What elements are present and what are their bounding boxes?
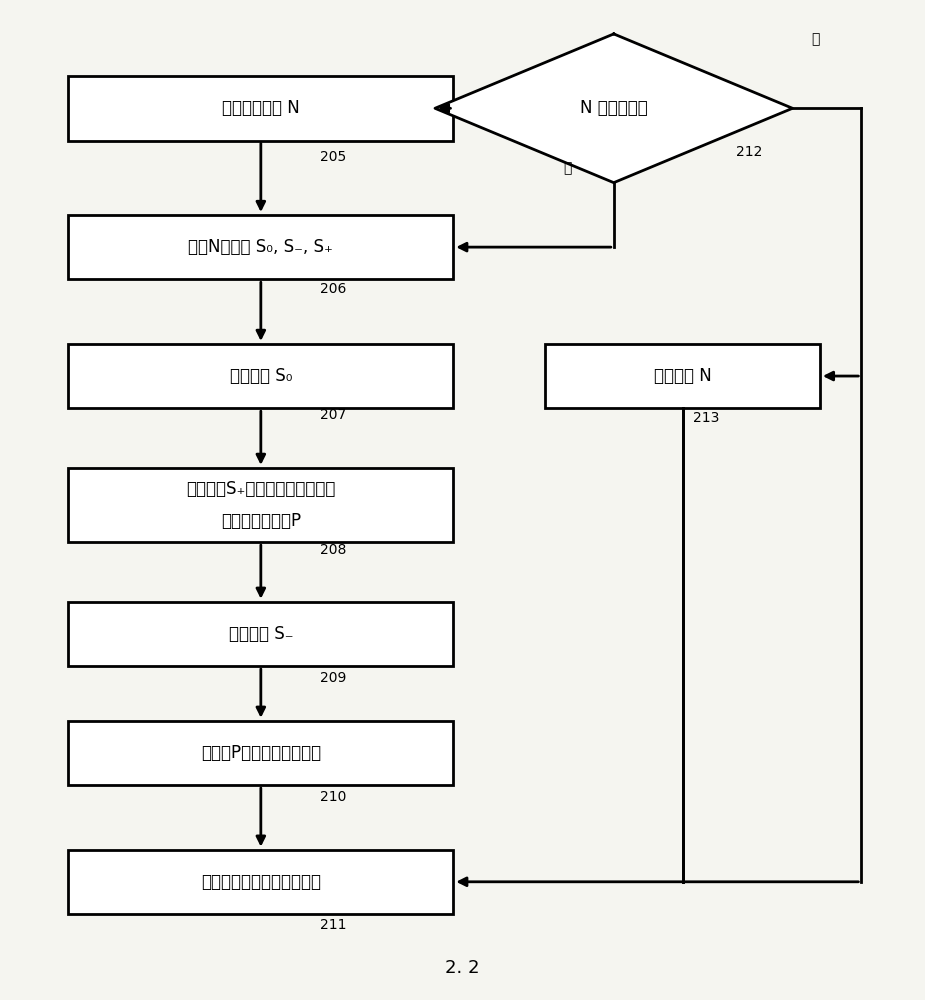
Bar xyxy=(68,468,453,542)
Text: 串行布线 S₀: 串行布线 S₀ xyxy=(229,367,292,385)
Text: 从进程P接受布线资源信息: 从进程P接受布线资源信息 xyxy=(201,744,321,762)
Text: 207: 207 xyxy=(320,408,347,422)
Text: 2. 2: 2. 2 xyxy=(445,959,480,977)
Text: 206: 206 xyxy=(320,282,347,296)
Bar xyxy=(545,344,820,408)
Text: 否: 否 xyxy=(563,161,572,175)
Text: 209: 209 xyxy=(320,671,347,685)
Polygon shape xyxy=(435,34,793,183)
Text: 208: 208 xyxy=(320,543,347,557)
Bar xyxy=(68,215,453,279)
Text: 是: 是 xyxy=(811,32,820,46)
Bar xyxy=(68,602,453,666)
Text: 212: 212 xyxy=(735,145,762,159)
Text: 给其他空闲进程P: 给其他空闲进程P xyxy=(221,512,301,530)
Text: 并行布线 S₋: 并行布线 S₋ xyxy=(228,625,293,643)
Text: 给定布线集合 N: 给定布线集合 N xyxy=(222,99,300,117)
Bar xyxy=(68,76,453,141)
Text: 更新当前所有布线迭代结果: 更新当前所有布线迭代结果 xyxy=(201,873,321,891)
Text: 分配集合S₊及当前资源使用信息: 分配集合S₊及当前资源使用信息 xyxy=(186,480,336,498)
Text: 210: 210 xyxy=(320,790,347,804)
Bar xyxy=(68,850,453,914)
Text: 205: 205 xyxy=(320,150,347,164)
Text: 211: 211 xyxy=(320,918,347,932)
Text: 213: 213 xyxy=(694,411,720,425)
Text: N 是否足够小: N 是否足够小 xyxy=(580,99,648,117)
Bar xyxy=(68,721,453,785)
Text: 串行布线 N: 串行布线 N xyxy=(654,367,711,385)
Bar xyxy=(68,344,453,408)
Text: 划分N为集合 S₀, S₋, S₊: 划分N为集合 S₀, S₋, S₊ xyxy=(189,238,333,256)
